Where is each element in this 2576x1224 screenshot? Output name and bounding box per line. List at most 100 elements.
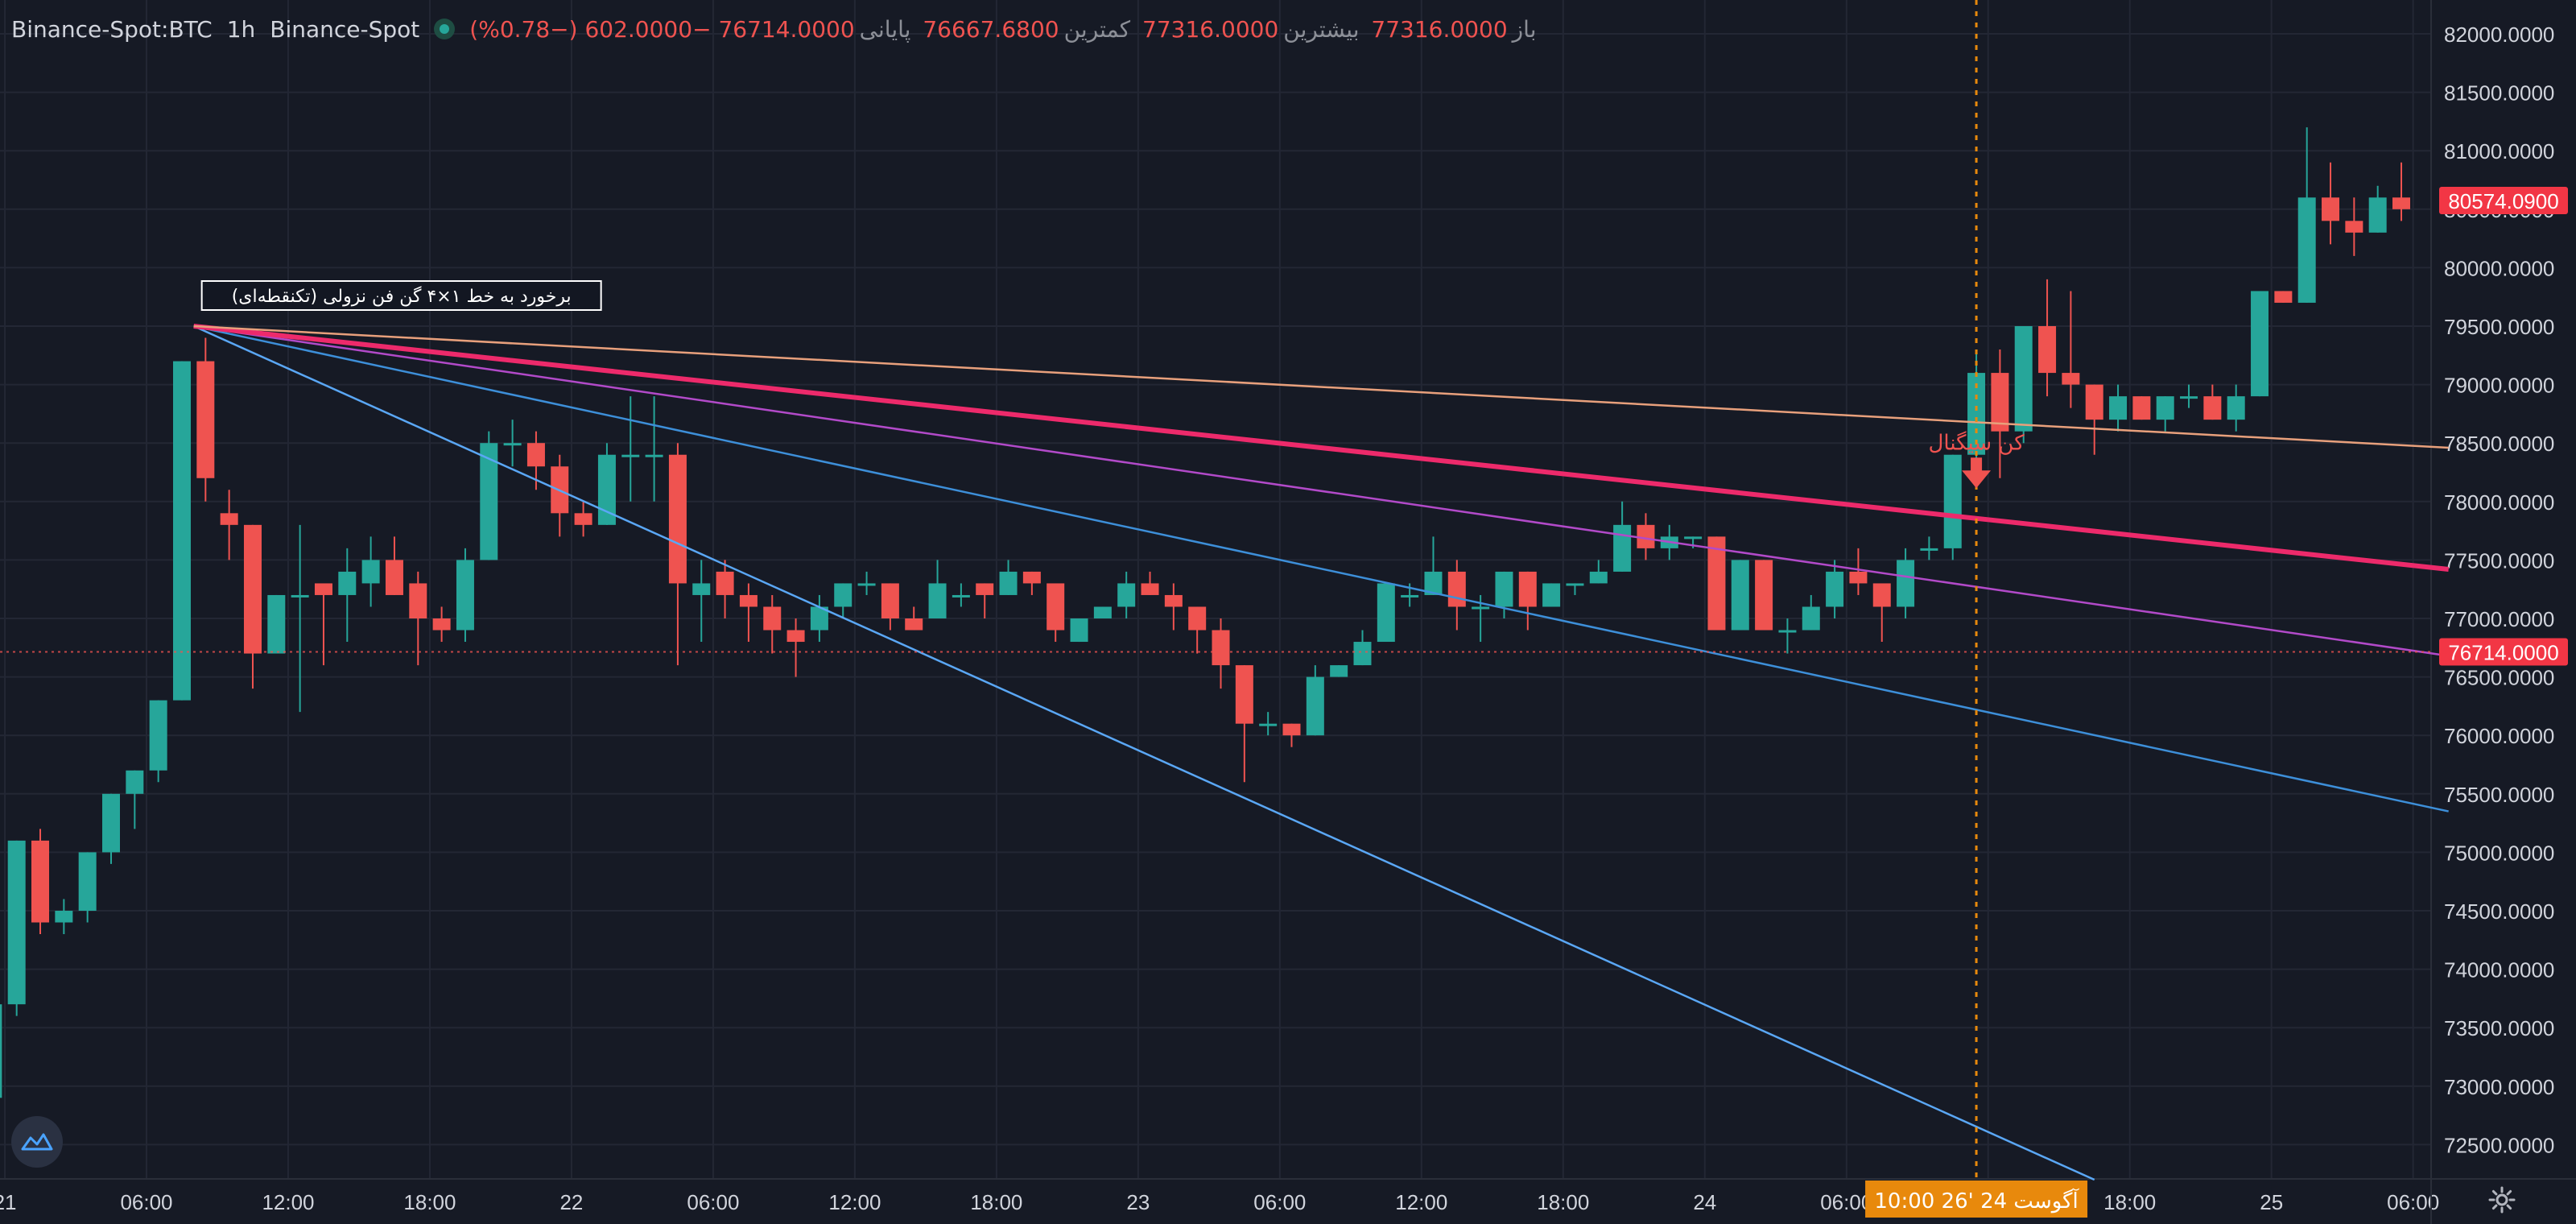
candle-body[interactable]: [2251, 291, 2269, 397]
fan-line-steep[interactable]: [193, 325, 2095, 1181]
candle-body[interactable]: [1518, 571, 1537, 607]
candle-body[interactable]: [1566, 583, 1584, 586]
candle-body[interactable]: [172, 361, 191, 701]
candle-body[interactable]: [1282, 723, 1301, 736]
candle-body[interactable]: [1542, 583, 1561, 607]
candle-body[interactable]: [1967, 373, 1986, 455]
candle-body[interactable]: [220, 513, 238, 525]
candle-body[interactable]: [1259, 723, 1278, 726]
candle-body[interactable]: [597, 454, 616, 525]
candle-body[interactable]: [1093, 606, 1112, 618]
candle-body[interactable]: [2156, 396, 2174, 420]
candle-body[interactable]: [1330, 665, 1348, 677]
candle-body[interactable]: [786, 630, 805, 643]
candle-body[interactable]: [480, 443, 498, 560]
candle-body[interactable]: [2014, 326, 2033, 432]
candle-body[interactable]: [1164, 594, 1183, 607]
candle-body[interactable]: [1872, 583, 1891, 607]
legend-symbol[interactable]: Binance-Spot:BTC: [11, 15, 213, 43]
candle-body[interactable]: [385, 560, 403, 595]
candle-body[interactable]: [2345, 221, 2363, 233]
candle-body[interactable]: [2203, 396, 2222, 420]
candle-body[interactable]: [196, 361, 215, 478]
candle-body[interactable]: [2322, 197, 2340, 221]
candle-body[interactable]: [857, 583, 876, 586]
legend-exchange[interactable]: Binance-Spot: [270, 15, 420, 43]
candle-body[interactable]: [2109, 396, 2128, 420]
candle-body[interactable]: [763, 606, 782, 631]
candle-body[interactable]: [267, 594, 286, 654]
candle-body[interactable]: [1046, 583, 1065, 631]
candle-body[interactable]: [905, 618, 923, 631]
fan-line-main[interactable]: [193, 324, 2449, 572]
candle-body[interactable]: [1755, 560, 1773, 631]
candle-body[interactable]: [314, 583, 332, 595]
candle-body[interactable]: [1943, 454, 1962, 548]
candle-body[interactable]: [1424, 571, 1443, 595]
candle-body[interactable]: [0, 1004, 2, 1098]
candle-body[interactable]: [409, 583, 427, 618]
candle-body[interactable]: [126, 770, 144, 794]
candle-body[interactable]: [503, 443, 522, 446]
candle-body[interactable]: [1188, 606, 1207, 631]
candle-body[interactable]: [645, 454, 663, 457]
candle-body[interactable]: [2062, 373, 2080, 385]
candle-body[interactable]: [2132, 396, 2151, 420]
candle-body[interactable]: [1377, 583, 1395, 643]
candle-body[interactable]: [1117, 583, 1136, 607]
candle-body[interactable]: [928, 583, 947, 618]
candle-body[interactable]: [810, 606, 828, 631]
candle-body[interactable]: [7, 840, 26, 1005]
candle-body[interactable]: [2180, 396, 2198, 399]
gear-icon[interactable]: [2487, 1185, 2516, 1214]
candle-body[interactable]: [1495, 571, 1513, 607]
fan-line-mid[interactable]: [193, 325, 2449, 813]
candle-body[interactable]: [456, 560, 474, 631]
candle-body[interactable]: [1897, 560, 1915, 607]
candle-body[interactable]: [976, 583, 994, 595]
candle-body[interactable]: [1306, 676, 1324, 736]
candle-body[interactable]: [1472, 606, 1490, 610]
candle-body[interactable]: [1920, 548, 1938, 551]
candle-body[interactable]: [1401, 594, 1419, 598]
candle-body[interactable]: [834, 583, 852, 607]
candle-body[interactable]: [2038, 326, 2057, 374]
candle-body[interactable]: [1589, 571, 1608, 584]
candle-body[interactable]: [1141, 583, 1159, 595]
candle-body[interactable]: [1731, 560, 1749, 631]
candle-body[interactable]: [1022, 571, 1041, 584]
candle-body[interactable]: [1637, 524, 1655, 548]
annotation-box[interactable]: [200, 280, 602, 311]
candle-body[interactable]: [526, 443, 545, 467]
candle-body[interactable]: [999, 571, 1018, 595]
candle-body[interactable]: [952, 594, 970, 598]
candle-body[interactable]: [338, 571, 357, 595]
candle-body[interactable]: [739, 594, 758, 607]
candle-body[interactable]: [149, 700, 167, 771]
candle-body[interactable]: [2392, 197, 2411, 209]
candle-body[interactable]: [1613, 524, 1632, 572]
candle-body[interactable]: [31, 840, 50, 923]
candle-body[interactable]: [1684, 536, 1703, 540]
candle-body[interactable]: [2274, 291, 2293, 303]
candle-body[interactable]: [1707, 536, 1726, 631]
candle-body[interactable]: [55, 911, 73, 923]
candle-body[interactable]: [1802, 606, 1820, 631]
candle-body[interactable]: [1991, 373, 2009, 432]
fan-line-magenta[interactable]: [193, 325, 2449, 657]
candle-body[interactable]: [574, 513, 592, 525]
candle-body[interactable]: [78, 852, 97, 911]
candle-body[interactable]: [1849, 571, 1868, 584]
candle-body[interactable]: [1212, 630, 1230, 666]
candle-body[interactable]: [1826, 571, 1844, 607]
candle-body[interactable]: [1353, 642, 1372, 666]
candle-body[interactable]: [668, 454, 687, 584]
candle-body[interactable]: [361, 560, 380, 584]
candle-body[interactable]: [2227, 396, 2245, 420]
candle-body[interactable]: [1235, 665, 1253, 724]
legend-interval[interactable]: 1h: [226, 15, 256, 43]
candle-body[interactable]: [881, 583, 899, 618]
candle-body[interactable]: [2368, 197, 2387, 233]
candle-body[interactable]: [621, 454, 640, 457]
